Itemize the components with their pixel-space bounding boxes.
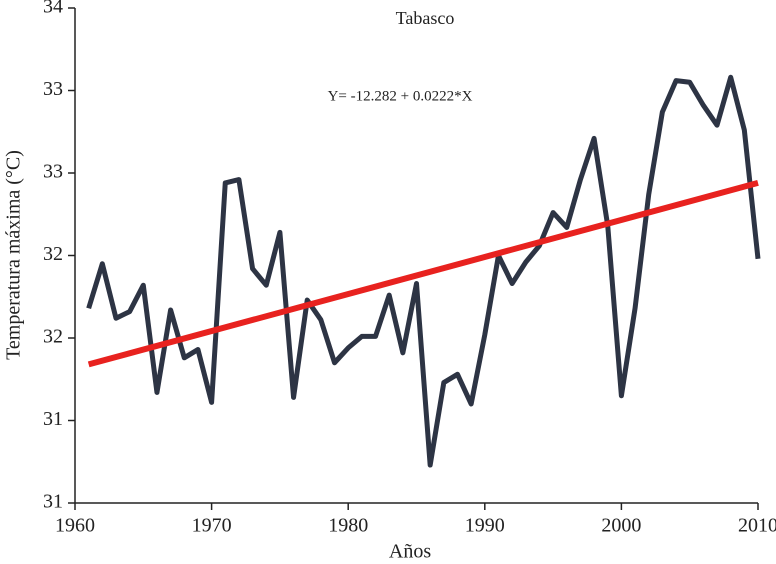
x-tick-label: 2000: [601, 515, 641, 537]
y-tick-label: 32: [43, 243, 63, 265]
y-tick-label: 34: [43, 0, 63, 18]
y-tick-label: 31: [43, 408, 63, 430]
y-tick-label: 32: [43, 326, 63, 348]
x-tick-label: 1960: [55, 515, 95, 537]
y-tick-label: 31: [43, 491, 63, 513]
y-axis-label: Temperatura máxima (°C): [3, 150, 25, 360]
y-tick-label: 33: [43, 78, 63, 100]
chart-title: Tabasco: [396, 8, 455, 28]
equation: Y= -12.282 + 0.0222*X: [328, 88, 473, 104]
y-tick-label: 33: [43, 161, 63, 183]
x-tick-label: 2010: [738, 515, 776, 537]
trend-line: [87, 180, 759, 368]
x-tick-label: 1990: [465, 515, 505, 537]
x-tick-label: 1970: [192, 515, 232, 537]
x-axis-label: Años: [389, 541, 431, 563]
x-tick-label: 1980: [328, 515, 368, 537]
